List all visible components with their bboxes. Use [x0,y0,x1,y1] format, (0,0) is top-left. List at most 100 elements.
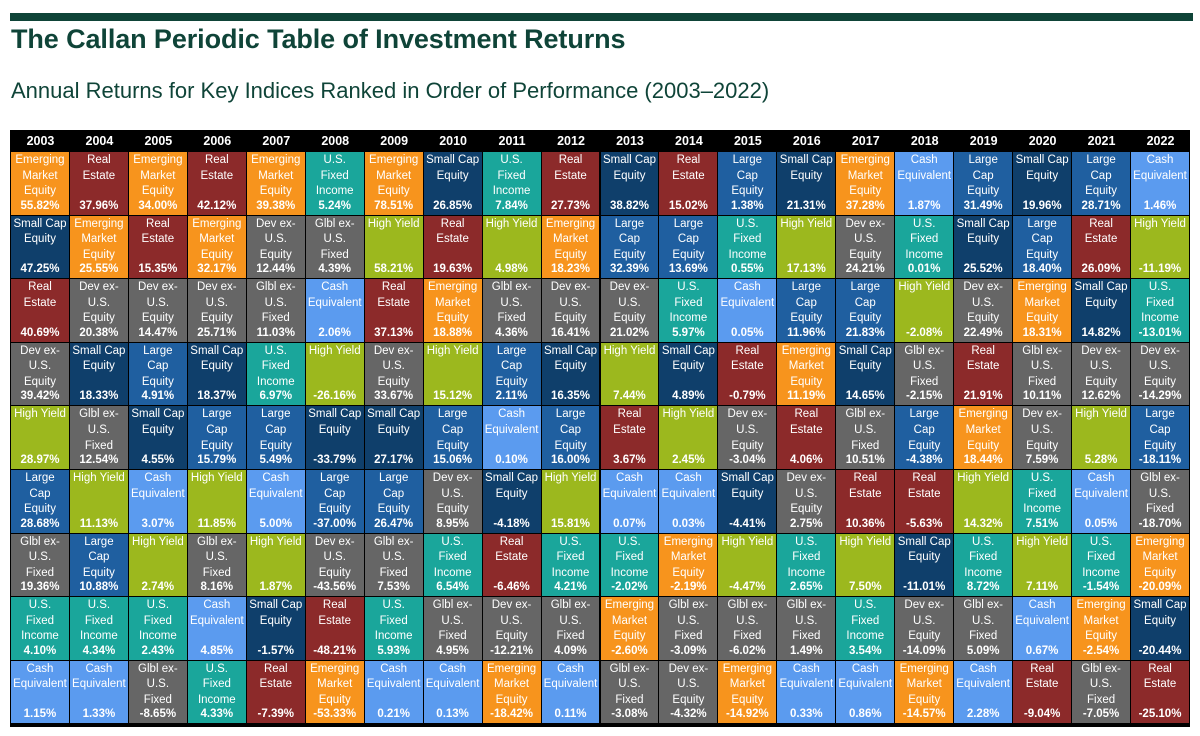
return-cell: U.S. Fixed Income 2.65% [777,533,836,597]
asset-class-label: Large Cap Equity [908,408,941,452]
return-cell: Small Cap Equity -1.57% [246,597,305,660]
asset-class-label: Emerging Market Equity [310,662,360,706]
asset-class-label: Emerging Market Equity [899,662,949,706]
return-value: 28.68% [20,517,60,530]
return-value: 40.69% [20,326,60,339]
return-cell: Large Cap Equity 28.68% [11,470,69,533]
return-value: 37.96% [79,199,119,212]
asset-class-label: Dev ex- U.S. Equity [1140,344,1180,388]
asset-class-label: Large Cap Equity [82,535,115,579]
asset-class-label: U.S. Fixed Income [551,535,590,579]
return-cell: Large Cap Equity 18.40% [1013,215,1072,279]
return-cell: Emerging Market Equity 55.82% [11,152,69,215]
return-cell: Glbl ex- U.S. Fixed 1.49% [777,597,836,660]
return-value: -11.01% [903,581,946,594]
asset-class-label: Small Cap Equity [1015,154,1069,182]
return-value: -11.19% [1138,263,1182,276]
return-value: 39.42% [20,390,60,403]
return-value: 11.03% [256,326,295,339]
year-header-2006: 2006 [203,134,232,148]
year-header-2016: 2016 [792,134,821,148]
year-header-2004: 2004 [85,134,114,148]
asset-class-label: High Yield [367,217,420,230]
asset-class-label: Large Cap Equity [436,408,469,452]
return-cell: U.S. Fixed Income -2.02% [600,533,659,597]
return-cell: Small Cap Equity -4.41% [718,470,777,533]
return-value: 21.91% [963,390,1003,403]
return-cell: High Yield 7.11% [1013,533,1072,597]
asset-class-label: U.S. Fixed Income [492,154,531,198]
return-value: 1.33% [82,708,116,721]
return-cell: Small Cap Equity 18.37% [187,342,246,406]
year-header-2015: 2015 [733,134,762,148]
return-value: -4.18% [493,517,530,530]
year-header-2005: 2005 [144,134,173,148]
return-value: 1.46% [1143,199,1177,212]
return-cell: Glbl ex- U.S. Fixed -3.08% [600,660,659,724]
asset-class-label: Dev ex- U.S. Equity [845,217,886,261]
return-cell: U.S. Fixed Income -13.01% [1131,279,1189,342]
return-value: 6.97% [259,390,293,403]
asset-class-label: Real Estate [436,217,469,246]
asset-class-label: Real Estate [23,281,57,309]
return-cell: U.S. Fixed Income 8.72% [954,533,1013,597]
return-cell: Real Estate -6.46% [482,533,541,597]
return-cell: Glbl ex- U.S. Fixed 4.95% [423,597,482,660]
year-header-2007: 2007 [262,134,291,148]
asset-class-label: Emerging Market Equity [251,154,301,198]
asset-class-label: Small Cap Equity [779,154,833,182]
return-cell: Large Cap Equity 4.91% [128,342,187,406]
asset-class-label: Small Cap Equity [485,472,539,500]
return-cell: High Yield 28.97% [11,406,69,469]
return-cell: Real Estate -25.10% [1131,660,1189,724]
return-cell: U.S. Fixed Income 4.33% [187,660,246,724]
asset-class-label: Real Estate [613,408,646,436]
return-value: 0.03% [672,517,705,530]
asset-class-label: Glbl ex- U.S. Fixed [550,599,591,643]
return-cell: Glbl ex- U.S. Fixed -7.05% [1072,660,1131,724]
return-value: -14.09% [902,644,946,657]
year-header-2014: 2014 [675,134,703,148]
return-value: 2.74% [141,581,175,594]
return-cell: Dev ex- U.S. Equity -4.32% [659,660,718,724]
return-cell: Real Estate 19.63% [423,215,482,279]
asset-class-label: U.S. Fixed Income [1082,535,1120,579]
return-value: 11.85% [197,517,236,530]
return-cell: U.S. Fixed Income 6.97% [246,342,305,406]
return-cell: Large Cap Equity 15.79% [187,406,246,469]
return-value: 25.52% [963,263,1003,276]
asset-class-label: Emerging Market Equity [133,154,183,198]
return-value: 25.55% [79,263,119,276]
asset-class-label: Cash Equivalent [189,599,244,627]
asset-class-label: Large Cap Equity [790,281,823,325]
return-cell: Dev ex- U.S. Equity 7.59% [1013,406,1072,469]
return-cell: Dev ex- U.S. Equity -14.29% [1131,342,1189,406]
return-value: 0.01% [907,263,941,276]
asset-class-label: Cash Equivalent [897,154,952,182]
return-cell: U.S. Fixed Income 7.51% [1013,470,1072,533]
return-value: 4.33% [200,708,234,721]
asset-class-label: Glbl ex- U.S. Fixed [491,281,532,325]
asset-class-label: U.S. Fixed Income [669,281,708,325]
return-cell: Real Estate 37.13% [364,279,423,342]
return-cell: Glbl ex- U.S. Fixed 10.51% [836,406,895,469]
return-value: 18.37% [197,390,237,403]
return-cell: U.S. Fixed Income 5.24% [305,152,364,215]
return-value: 1.87% [907,199,941,212]
return-cell: Glbl ex- U.S. Fixed -18.70% [1131,470,1189,533]
asset-class-label: High Yield [485,217,538,230]
return-cell: Emerging Market Equity 18.88% [423,279,482,342]
return-value: 1.15% [23,708,57,721]
return-cell: Large Cap Equity 31.49% [954,152,1013,215]
asset-class-label: Cash Equivalent [779,662,834,691]
return-value: 5.93% [377,644,410,657]
asset-class-label: Small Cap Equity [897,535,951,564]
return-cell: Large Cap Equity 11.96% [777,279,836,342]
return-value: -18.42% [490,708,533,721]
asset-class-label: Cash Equivalent [131,472,185,500]
return-value: -20.44% [1138,644,1182,657]
return-cell: High Yield 17.13% [777,215,836,279]
return-value: 14.65% [845,390,885,403]
return-value: -6.02% [729,644,766,657]
return-cell: High Yield -26.16% [305,342,364,406]
